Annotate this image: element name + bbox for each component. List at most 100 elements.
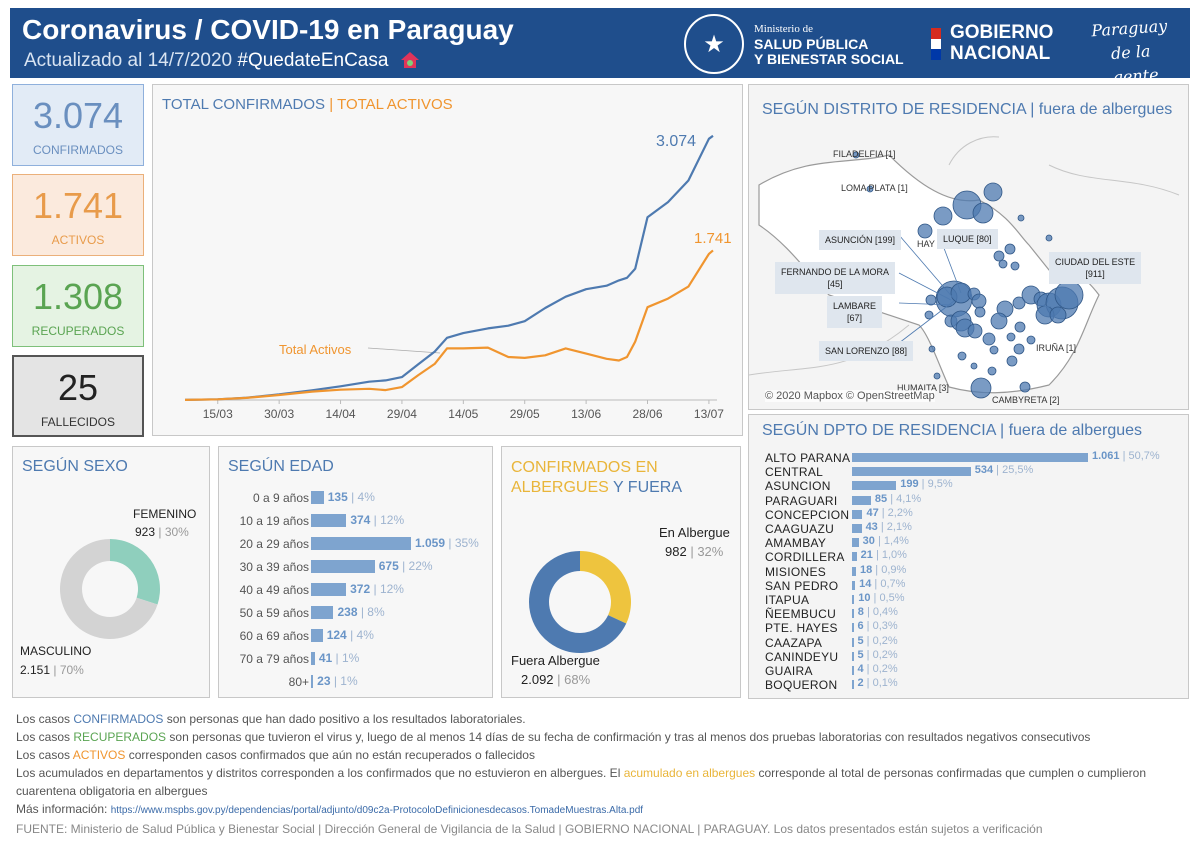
dpto-row[interactable]: CAAGUAZU 43 | 2,1% xyxy=(749,521,1179,536)
slice-femenino[interactable] xyxy=(110,539,160,605)
age-row[interactable]: 80+ 23 | 1% xyxy=(219,672,499,692)
district-bubble[interactable] xyxy=(998,259,1008,269)
slice-masculino[interactable] xyxy=(59,539,158,639)
district-bubble[interactable] xyxy=(924,310,934,320)
age-bar[interactable] xyxy=(311,675,314,688)
dpto-row[interactable]: CANINDEYU 5 | 0,2% xyxy=(749,649,1179,664)
dpto-row[interactable]: CENTRAL 534 | 25,5% xyxy=(749,464,1179,479)
district-bubble[interactable] xyxy=(1013,343,1025,355)
dpto-row[interactable]: BOQUERON 2 | 0,1% xyxy=(749,677,1179,692)
district-bubble[interactable] xyxy=(1017,214,1025,222)
age-row[interactable]: 70 a 79 años 41 | 1% xyxy=(219,649,499,669)
series-line-confirmados[interactable] xyxy=(184,134,714,401)
dpto-bar[interactable] xyxy=(852,637,854,647)
dpto-bar[interactable] xyxy=(852,552,857,562)
district-bubble[interactable] xyxy=(970,362,978,370)
district-bubble[interactable] xyxy=(1004,243,1016,255)
district-bubble[interactable] xyxy=(917,223,933,239)
dpto-bar[interactable] xyxy=(852,595,855,604)
more-info-link[interactable]: https://www.mspbs.gov.py/dependencias/po… xyxy=(110,805,644,816)
timeline-chart[interactable]: 15/03 30/03 14/04 29/04 14/05 29/05 13/06 28/06… xyxy=(153,115,742,435)
sexo-donut[interactable] xyxy=(13,517,209,667)
kpi-recuperados[interactable]: 1.308 RECUPERADOS xyxy=(12,265,144,347)
dpto-row[interactable]: GUAIRA 4 | 0,2% xyxy=(749,663,1179,678)
district-bubble[interactable] xyxy=(974,306,986,318)
dpto-row[interactable]: SAN PEDRO 14 | 0,7% xyxy=(749,578,1179,593)
district-bubble[interactable] xyxy=(1012,296,1026,310)
dpto-row[interactable]: ASUNCION 199 | 9,5% xyxy=(749,478,1179,493)
dpto-bar[interactable] xyxy=(852,453,1088,462)
dpto-row[interactable]: MISIONES 18 | 0,9% xyxy=(749,564,1179,579)
district-bubble[interactable] xyxy=(989,345,999,355)
district-bubble[interactable] xyxy=(1049,306,1067,324)
age-bar[interactable] xyxy=(311,583,347,596)
age-row[interactable]: 10 a 19 años 374 | 12% xyxy=(219,511,499,531)
age-bar[interactable] xyxy=(311,514,347,527)
district-bubble[interactable] xyxy=(925,294,937,306)
age-row[interactable]: 0 a 9 años 135 | 4% xyxy=(219,488,499,508)
dpto-row[interactable]: PTE. HAYES 6 | 0,3% xyxy=(749,620,1179,635)
district-bubble[interactable] xyxy=(1006,355,1018,367)
age-bar[interactable] xyxy=(311,606,334,619)
albergues-donut[interactable] xyxy=(502,537,740,667)
dpto-bar[interactable] xyxy=(852,538,859,548)
dpto-row[interactable]: CAAZAPA 5 | 0,2% xyxy=(749,635,1179,650)
district-bubble[interactable] xyxy=(990,312,1008,330)
age-bar[interactable] xyxy=(311,629,323,642)
district-bubble[interactable] xyxy=(852,151,860,159)
district-bubble[interactable] xyxy=(1019,381,1031,393)
district-bubble[interactable] xyxy=(1014,321,1026,333)
district-bubble[interactable] xyxy=(987,366,997,376)
dpto-bar[interactable] xyxy=(852,609,854,619)
dpto-row[interactable]: CORDILLERA 21 | 1,0% xyxy=(749,549,1179,564)
age-bar[interactable] xyxy=(311,491,324,504)
dpto-row[interactable]: PARAGUARI 85 | 4,1% xyxy=(749,493,1179,508)
slice-fuera-albergue[interactable] xyxy=(529,551,627,653)
kpi-confirmados[interactable]: 3.074 CONFIRMADOS xyxy=(12,84,144,166)
dpto-bar[interactable] xyxy=(852,680,854,690)
age-row[interactable]: 50 a 59 años 238 | 8% xyxy=(219,603,499,623)
age-row[interactable]: 40 a 49 años 372 | 12% xyxy=(219,580,499,600)
series-line-activos[interactable] xyxy=(184,249,714,401)
age-bar[interactable] xyxy=(311,560,375,573)
age-bar[interactable] xyxy=(311,652,315,665)
dpto-bar[interactable] xyxy=(852,623,854,633)
dpto-bar[interactable] xyxy=(852,467,971,477)
dpto-row[interactable]: AMAMBAY 30 | 1,4% xyxy=(749,535,1179,550)
district-bubble[interactable] xyxy=(983,182,1003,202)
district-bubble[interactable] xyxy=(1054,280,1084,310)
district-bubble[interactable] xyxy=(967,323,983,339)
district-bubble[interactable] xyxy=(957,351,967,361)
district-bubble[interactable] xyxy=(1010,261,1020,271)
age-row[interactable]: 30 a 39 años 675 | 22% xyxy=(219,557,499,577)
slice-en-albergue[interactable] xyxy=(580,551,631,624)
age-bar[interactable] xyxy=(311,537,411,550)
age-row[interactable]: 20 a 29 años 1.059 | 35% xyxy=(219,534,499,554)
dpto-bar[interactable] xyxy=(852,495,871,505)
district-bubble[interactable] xyxy=(933,372,941,380)
district-bubble[interactable] xyxy=(1006,332,1016,342)
district-bubble[interactable] xyxy=(993,250,1005,262)
dpto-bar[interactable] xyxy=(852,651,854,661)
dpto-row[interactable]: ÑEEMBUCU 8 | 0,4% xyxy=(749,606,1179,621)
dpto-bar[interactable] xyxy=(852,580,856,590)
district-bubble[interactable] xyxy=(971,293,987,309)
district-bubble[interactable] xyxy=(970,377,992,399)
district-bubble[interactable] xyxy=(972,202,994,224)
district-map[interactable] xyxy=(749,125,1188,405)
dpto-row[interactable]: CONCEPCION 47 | 2,2% xyxy=(749,507,1179,522)
district-bubble[interactable] xyxy=(866,185,874,193)
district-bubble[interactable] xyxy=(1026,335,1036,345)
dpto-bar[interactable] xyxy=(852,509,863,519)
district-bubble[interactable] xyxy=(982,332,996,346)
dpto-bar[interactable] xyxy=(852,524,862,533)
kpi-fallecidos[interactable]: 25 FALLECIDOS xyxy=(12,355,144,437)
kpi-activos[interactable]: 1.741 ACTIVOS xyxy=(12,174,144,256)
district-bubble[interactable] xyxy=(933,206,953,226)
dpto-bar[interactable] xyxy=(852,566,856,576)
dpto-row[interactable]: ALTO PARANA 1.061 | 50,7% xyxy=(749,450,1179,465)
district-bubble[interactable] xyxy=(1045,234,1053,242)
dpto-row[interactable]: ITAPUA 10 | 0,5% xyxy=(749,592,1179,607)
district-bubble[interactable] xyxy=(928,345,936,353)
dpto-bar[interactable] xyxy=(852,481,897,491)
